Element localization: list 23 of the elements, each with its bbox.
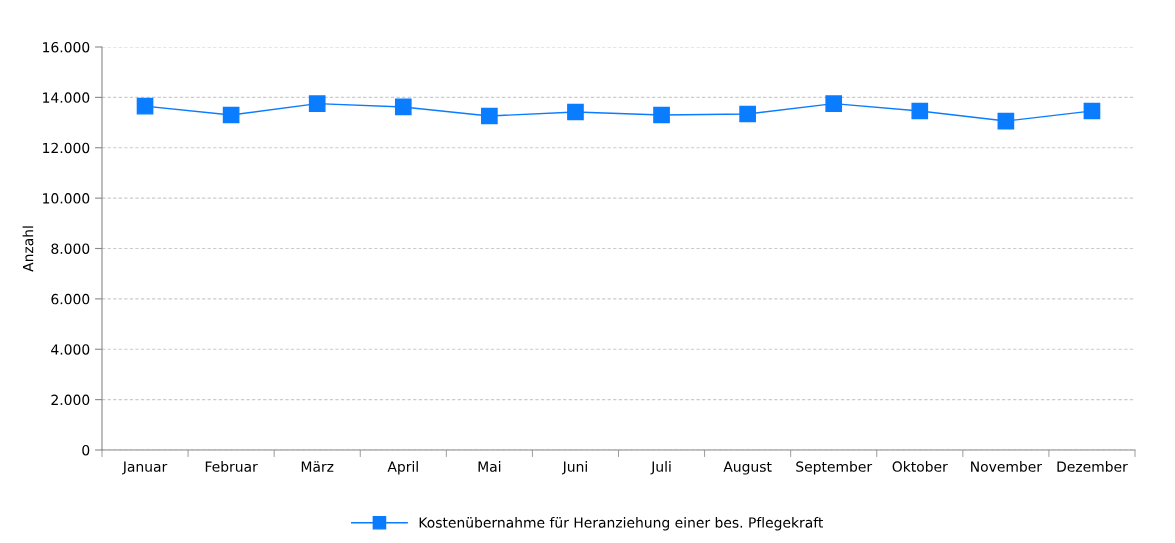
y-tick-label: 14.000 — [43, 92, 90, 103]
x-tick-label: November — [971, 461, 1042, 472]
y-tick-label: 8.000 — [51, 243, 90, 254]
y-axis-title: Anzahl — [22, 226, 34, 272]
x-tick-label: Dezember — [1057, 461, 1128, 472]
x-tick-label: Februar — [205, 461, 258, 472]
x-tick-label: April — [387, 461, 418, 475]
x-tick-label: Juli — [650, 461, 671, 475]
x-tick-label: Juni — [561, 461, 587, 475]
y-tick-label: 2.000 — [51, 394, 90, 406]
y-tick-label: 10.000 — [43, 193, 90, 204]
y-tick-label: 4.000 — [51, 344, 90, 355]
x-tick-label: Oktober — [892, 461, 948, 472]
legend-label: Kostenübernahme für Heranziehung einer bes. Pflegekraft — [419, 517, 824, 531]
x-tick-label: September — [796, 461, 873, 475]
x-tick-label: August — [723, 461, 772, 475]
y-tick-label: 12.000 — [43, 142, 90, 154]
x-tick-label: Mai — [478, 461, 501, 472]
x-tick-label: Januar — [122, 461, 168, 475]
y-tick-label: 0 — [82, 444, 90, 456]
x-tick-label: März — [301, 461, 334, 472]
y-tick-label: 16.000 — [43, 41, 90, 53]
y-tick-label: 6.000 — [51, 293, 90, 305]
